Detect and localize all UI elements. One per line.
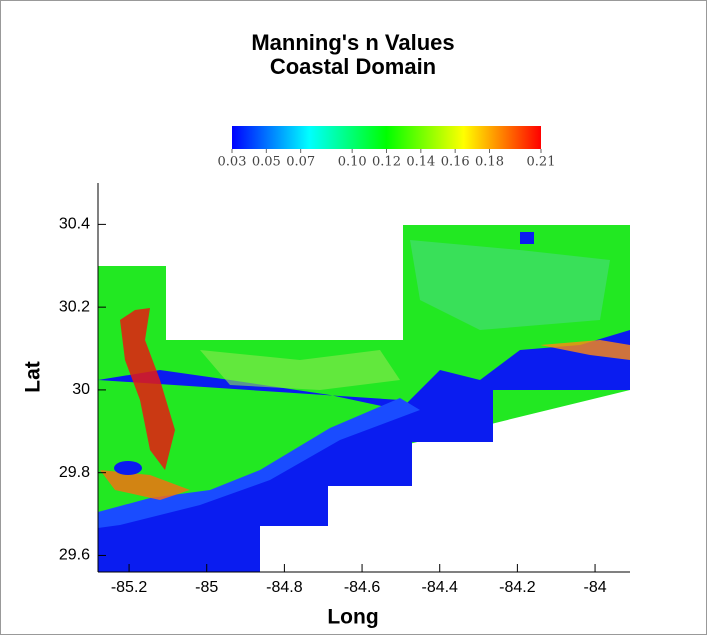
bay	[98, 398, 420, 528]
colorbar-tick-label: 0.07	[286, 155, 315, 170]
x-tick-label: -84	[583, 579, 606, 596]
x-tick-label: -85	[195, 579, 218, 596]
y-tick-label: 30.4	[59, 216, 90, 233]
marsh	[540, 340, 630, 360]
upland	[200, 350, 400, 390]
y-tick-label: 30	[72, 381, 90, 398]
water	[98, 330, 630, 572]
marsh	[100, 470, 190, 500]
x-tick-label: -84.6	[344, 579, 381, 596]
x-axis-label: Long	[327, 606, 378, 629]
colorbar-tick-label: 0.14	[406, 155, 435, 170]
x-tick-label: -84.4	[421, 579, 458, 596]
colorbar-tick-label: 0.16	[441, 155, 470, 170]
y-axis-label: Lat	[22, 361, 45, 393]
y-tick-label: 30.2	[59, 298, 90, 315]
upland	[410, 240, 610, 330]
colorbar-tick-label: 0.03	[218, 155, 247, 170]
colorbar-tick-label: 0.10	[338, 155, 367, 170]
colorbar-tick-label: 0.05	[252, 155, 281, 170]
x-tick-label: -84.8	[266, 579, 303, 596]
x-tick-label: -85.2	[111, 579, 148, 596]
title-line: Manning's n Values	[251, 30, 454, 55]
colorbar-tick-label: 0.12	[372, 155, 401, 170]
y-tick-label: 29.8	[59, 464, 90, 481]
lake	[114, 461, 142, 475]
y-tick-label: 29.6	[59, 547, 90, 564]
x-tick-label: -84.2	[499, 579, 536, 596]
marsh	[120, 308, 175, 470]
lake	[520, 232, 534, 244]
colorbar	[232, 126, 541, 149]
title-line: Coastal Domain	[270, 54, 436, 79]
colorbar-tick-label: 0.18	[475, 155, 504, 170]
colorbar-tick-label: 0.21	[527, 155, 556, 170]
map-raster	[98, 225, 630, 572]
